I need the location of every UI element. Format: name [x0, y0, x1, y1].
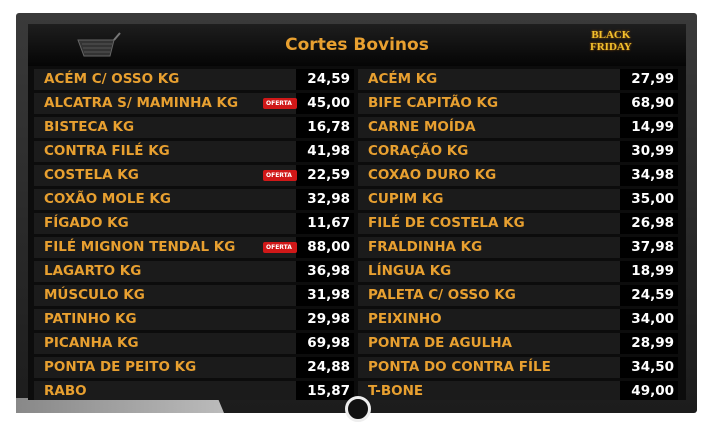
- item-price: 24,88: [296, 357, 354, 378]
- menu-item: LAGARTO KG 36,98: [34, 261, 354, 282]
- item-price: 24,59: [620, 285, 678, 306]
- item-name: PONTA DE AGULHA: [368, 335, 512, 351]
- item-price: 30,99: [620, 141, 678, 162]
- menu-item: BIFE CAPITÃO KG 68,90: [358, 93, 678, 114]
- item-name: FILÉ MIGNON TENDAL KG: [44, 239, 236, 255]
- item-price: 34,00: [620, 309, 678, 330]
- menu-item: PONTA DO CONTRA FÍLE 34,50: [358, 357, 678, 378]
- badge-line: FRIDAY: [590, 41, 632, 53]
- item-name: COXÃO MOLE KG: [44, 191, 171, 207]
- item-price: 35,00: [620, 189, 678, 210]
- item-price: 41,98: [296, 141, 354, 162]
- menu-item: LÍNGUA KG 18,99: [358, 261, 678, 282]
- item-name: PALETA C/ OSSO KG: [368, 287, 516, 303]
- item-price: 37,98: [620, 237, 678, 258]
- menu-item: RABO 15,87: [34, 381, 354, 400]
- item-name: PATINHO KG: [44, 311, 137, 327]
- item-name: LÍNGUA KG: [368, 263, 452, 279]
- badge-line: BLACK: [591, 29, 631, 41]
- menu-item: MÚSCULO KG 31,98: [34, 285, 354, 306]
- menu-item: PALETA C/ OSSO KG 24,59: [358, 285, 678, 306]
- item-name: RABO: [44, 383, 87, 399]
- cart-icon: [77, 32, 121, 57]
- item-name: PICANHA KG: [44, 335, 139, 351]
- item-name: ACÉM C/ OSSO KG: [44, 71, 180, 87]
- item-name: BISTECA KG: [44, 119, 135, 135]
- menu-screen: Cortes Bovinos BLACK FRIDAY ACÉM C/ OSSO…: [28, 24, 686, 400]
- menu-item: COXAO DURO KG 34,98: [358, 165, 678, 186]
- menu-item: CUPIM KG 35,00: [358, 189, 678, 210]
- item-price: 22,59: [296, 165, 354, 186]
- menu-item: CONTRA FILÉ KG 41,98: [34, 141, 354, 162]
- item-name: ALCATRA S/ MAMINHA KG: [44, 95, 239, 111]
- item-price: 34,98: [620, 165, 678, 186]
- item-price: 16,78: [296, 117, 354, 138]
- offer-badge: OFERTA: [263, 98, 297, 109]
- item-price: 29,98: [296, 309, 354, 330]
- item-price: 14,99: [620, 117, 678, 138]
- menu-item: ALCATRA S/ MAMINHA KG 45,00 OFERTA: [34, 93, 354, 114]
- bezel-shine: [16, 398, 224, 413]
- item-price: 18,99: [620, 261, 678, 282]
- menu-item: CORAÇÃO KG 30,99: [358, 141, 678, 162]
- menu-item: FRALDINHA KG 37,98: [358, 237, 678, 258]
- menu-item: PICANHA KG 69,98: [34, 333, 354, 354]
- menu-item: T-BONE 49,00: [358, 381, 678, 400]
- item-price: 28,99: [620, 333, 678, 354]
- item-name: CUPIM KG: [368, 191, 444, 207]
- menu-item: COSTELA KG 22,59 OFERTA: [34, 165, 354, 186]
- menu-item: CARNE MOÍDA 14,99: [358, 117, 678, 138]
- item-name: T-BONE: [368, 383, 424, 399]
- item-name: ACÉM KG: [368, 71, 438, 87]
- item-name: PONTA DO CONTRA FÍLE: [368, 359, 551, 375]
- menu-item: COXÃO MOLE KG 32,98: [34, 189, 354, 210]
- item-name: CORAÇÃO KG: [368, 143, 469, 159]
- item-price: 36,98: [296, 261, 354, 282]
- item-price: 88,00: [296, 237, 354, 258]
- item-name: FÍGADO KG: [44, 215, 129, 231]
- item-price: 11,67: [296, 213, 354, 234]
- item-price: 26,98: [620, 213, 678, 234]
- menu-item: BISTECA KG 16,78: [34, 117, 354, 138]
- item-name: FRALDINHA KG: [368, 239, 483, 255]
- item-price: 69,98: [296, 333, 354, 354]
- header: Cortes Bovinos BLACK FRIDAY: [28, 24, 686, 66]
- offer-badge: OFERTA: [263, 242, 297, 253]
- item-price: 27,99: [620, 69, 678, 90]
- menu-item: PONTA DE AGULHA 28,99: [358, 333, 678, 354]
- item-name: LAGARTO KG: [44, 263, 142, 279]
- menu-item: FÍGADO KG 11,67: [34, 213, 354, 234]
- menu-item: FILÉ DE COSTELA KG 26,98: [358, 213, 678, 234]
- menu-item: PONTA DE PEITO KG 24,88: [34, 357, 354, 378]
- item-name: COXAO DURO KG: [368, 167, 497, 183]
- menu-item: FILÉ MIGNON TENDAL KG 88,00 OFERTA: [34, 237, 354, 258]
- item-price: 24,59: [296, 69, 354, 90]
- item-name: COSTELA KG: [44, 167, 139, 183]
- item-price: 68,90: [620, 93, 678, 114]
- item-name: CONTRA FILÉ KG: [44, 143, 170, 159]
- item-name: CARNE MOÍDA: [368, 119, 476, 135]
- item-price: 31,98: [296, 285, 354, 306]
- item-price: 32,98: [296, 189, 354, 210]
- tv-stand: [345, 396, 371, 422]
- item-name: PEIXINHO: [368, 311, 442, 327]
- item-name: FILÉ DE COSTELA KG: [368, 215, 525, 231]
- item-name: BIFE CAPITÃO KG: [368, 95, 499, 111]
- menu-item: PEIXINHO 34,00: [358, 309, 678, 330]
- header-title: Cortes Bovinos: [285, 35, 429, 55]
- item-price: 45,00: [296, 93, 354, 114]
- item-name: PONTA DE PEITO KG: [44, 359, 197, 375]
- offer-badge: OFERTA: [263, 170, 297, 181]
- menu-item: ACÉM C/ OSSO KG 24,59: [34, 69, 354, 90]
- item-price: 49,00: [620, 381, 678, 400]
- item-name: MÚSCULO KG: [44, 287, 145, 303]
- black-friday-badge: BLACK FRIDAY: [590, 29, 632, 53]
- item-price: 15,87: [296, 381, 354, 400]
- item-price: 34,50: [620, 357, 678, 378]
- menu-item: ACÉM KG 27,99: [358, 69, 678, 90]
- menu-item: PATINHO KG 29,98: [34, 309, 354, 330]
